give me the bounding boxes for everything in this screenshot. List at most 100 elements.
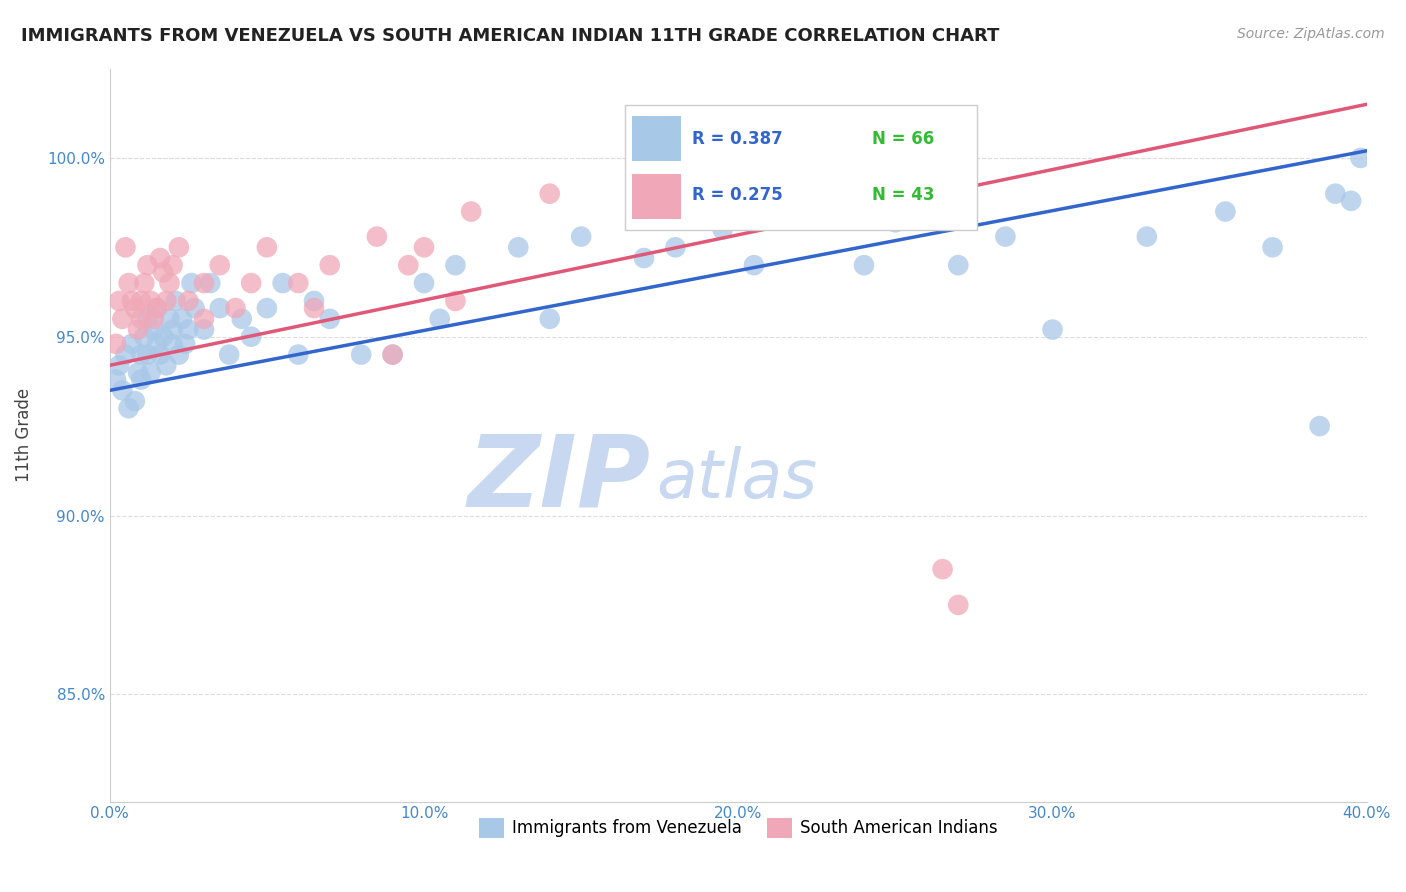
Point (108, 293, 131, 308)
Point (117, 276, 139, 290)
Point (231, 311, 253, 326)
Legend: Immigrants from Venezuela, South American Indians: Immigrants from Venezuela, South America… (472, 811, 1004, 845)
Point (319, 258, 342, 272)
Point (569, 229, 592, 244)
Point (224, 301, 246, 315)
Point (129, 348, 152, 362)
Point (114, 240, 136, 254)
Point (366, 229, 388, 244)
Point (183, 301, 205, 315)
Point (1309, 419, 1331, 434)
Point (200, 276, 222, 290)
Point (994, 229, 1017, 244)
Point (1261, 240, 1284, 254)
Point (193, 311, 215, 326)
Point (413, 276, 436, 290)
Point (240, 329, 263, 343)
Point (218, 348, 240, 362)
Point (170, 311, 193, 326)
Point (711, 222, 734, 236)
Point (413, 240, 436, 254)
Point (429, 311, 451, 326)
Point (146, 301, 169, 315)
Point (508, 240, 530, 254)
Point (180, 276, 202, 290)
Point (136, 348, 159, 362)
Point (381, 348, 404, 362)
Point (136, 311, 159, 326)
Point (350, 348, 373, 362)
Point (127, 366, 149, 380)
Point (124, 301, 146, 315)
Point (149, 348, 172, 362)
Point (884, 169, 907, 183)
Point (177, 293, 200, 308)
Point (193, 276, 215, 290)
Point (121, 336, 143, 351)
Point (256, 301, 278, 315)
Point (948, 598, 970, 612)
Point (256, 240, 278, 254)
Point (1215, 204, 1237, 219)
Point (162, 258, 184, 272)
Point (117, 401, 139, 416)
Point (302, 301, 325, 315)
Point (134, 276, 156, 290)
Point (134, 329, 156, 343)
Point (139, 366, 162, 380)
Point (162, 322, 184, 336)
Point (174, 336, 197, 351)
Point (159, 276, 181, 290)
Point (381, 348, 404, 362)
Point (108, 359, 131, 373)
Point (105, 373, 128, 387)
Point (884, 215, 907, 229)
Point (1136, 229, 1159, 244)
Point (208, 301, 231, 315)
Point (302, 293, 325, 308)
Point (136, 258, 159, 272)
Point (124, 394, 146, 409)
Point (139, 293, 162, 308)
Point (167, 240, 190, 254)
Point (155, 293, 177, 308)
Point (931, 562, 953, 576)
Point (146, 301, 169, 315)
Point (240, 276, 263, 290)
Point (121, 293, 143, 308)
Point (396, 258, 419, 272)
Point (127, 322, 149, 336)
Point (146, 336, 169, 351)
Point (193, 322, 215, 336)
Point (538, 186, 561, 201)
Point (149, 251, 172, 265)
Y-axis label: 11th Grade: 11th Grade (15, 388, 32, 482)
Point (287, 348, 309, 362)
Point (696, 204, 718, 219)
Point (948, 258, 970, 272)
Point (155, 359, 177, 373)
Text: IMMIGRANTS FROM VENEZUELA VS SOUTH AMERICAN INDIAN 11TH GRADE CORRELATION CHART: IMMIGRANTS FROM VENEZUELA VS SOUTH AMERI… (21, 27, 1000, 45)
Point (853, 258, 876, 272)
Point (271, 276, 294, 290)
Point (167, 348, 190, 362)
Point (111, 384, 134, 398)
Point (129, 311, 152, 326)
Point (742, 258, 765, 272)
Point (287, 276, 309, 290)
Point (152, 265, 174, 279)
Point (165, 293, 187, 308)
Point (129, 373, 152, 387)
Text: atlas: atlas (657, 446, 818, 512)
Point (790, 204, 813, 219)
Point (664, 240, 686, 254)
Point (633, 251, 655, 265)
Point (742, 169, 765, 183)
Point (105, 336, 128, 351)
Text: Source: ZipAtlas.com: Source: ZipAtlas.com (1237, 27, 1385, 41)
Point (1340, 194, 1362, 208)
Point (142, 311, 165, 326)
Text: ZIP: ZIP (467, 431, 651, 527)
Point (208, 258, 231, 272)
Point (162, 336, 184, 351)
